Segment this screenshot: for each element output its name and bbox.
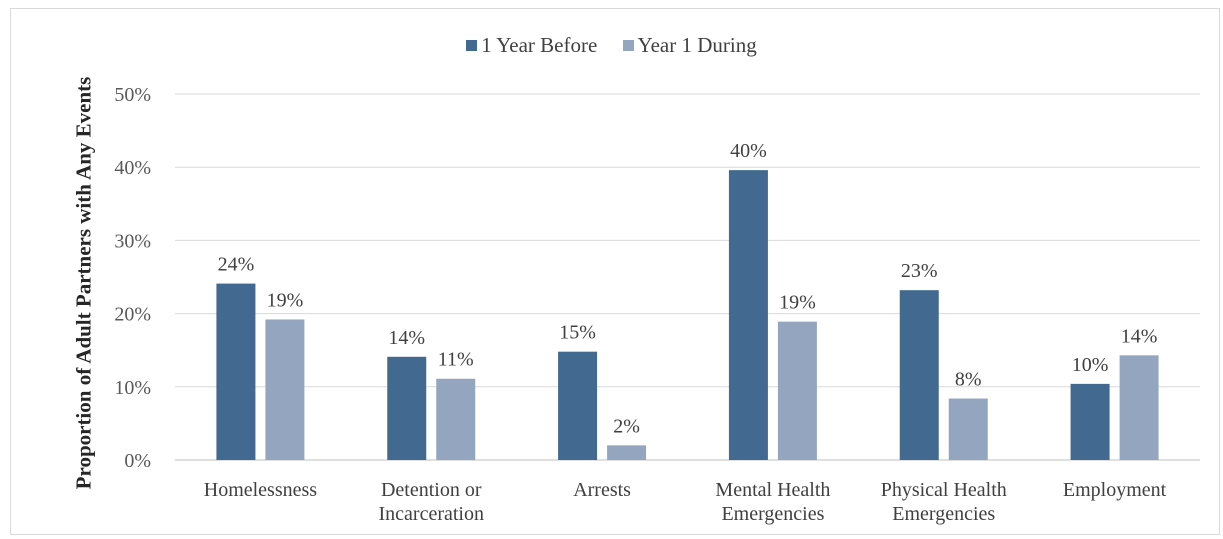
legend: 1 Year Before Year 1 During (0, 32, 1223, 58)
bar (1070, 383, 1110, 460)
bar (1119, 355, 1159, 460)
bar (607, 445, 647, 460)
bar (436, 378, 476, 460)
legend-swatch-before (466, 40, 478, 51)
y-tick-label: 10% (114, 377, 151, 399)
bar (899, 290, 939, 460)
data-label: 2% (613, 415, 640, 437)
x-tick-label: Homelessness (204, 479, 318, 501)
data-label: 10% (1072, 354, 1109, 376)
legend-label-before: 1 Year Before (481, 33, 598, 57)
data-label: 8% (955, 369, 982, 391)
x-tick-label: Arrests (573, 479, 631, 501)
y-tick-label: 20% (114, 304, 151, 326)
data-label: 40% (730, 140, 767, 162)
bar (558, 351, 598, 460)
x-tick-label: Employment (1063, 479, 1167, 501)
bar (728, 170, 768, 461)
bar (387, 356, 427, 460)
x-tick-label: Emergencies (721, 503, 824, 525)
x-tick-label: Detention or (381, 479, 482, 501)
bar (948, 398, 988, 460)
bar (265, 319, 305, 460)
y-tick-label: 30% (114, 230, 151, 252)
legend-item-during: Year 1 During (622, 33, 757, 58)
y-tick-label: 40% (114, 157, 151, 179)
legend-label-during: Year 1 During (637, 33, 757, 57)
data-label: 11% (438, 349, 474, 371)
data-label: 15% (559, 322, 596, 344)
bar (216, 283, 256, 460)
data-label: 19% (267, 289, 304, 311)
y-tick-label: 0% (124, 450, 151, 472)
x-tick-label: Emergencies (892, 503, 995, 525)
data-label: 23% (901, 260, 938, 282)
data-label: 14% (388, 327, 425, 349)
x-tick-label: Mental Health (715, 479, 830, 501)
legend-swatch-during (622, 40, 634, 51)
x-tick-label: Incarceration (379, 503, 484, 525)
y-tick-label: 50% (114, 84, 151, 106)
data-label: 14% (1121, 325, 1158, 347)
x-tick-label: Physical Health (881, 479, 1007, 501)
data-label: 19% (779, 292, 816, 314)
legend-item-before: 1 Year Before (466, 33, 597, 58)
bar (777, 321, 817, 460)
data-label: 24% (218, 254, 255, 276)
